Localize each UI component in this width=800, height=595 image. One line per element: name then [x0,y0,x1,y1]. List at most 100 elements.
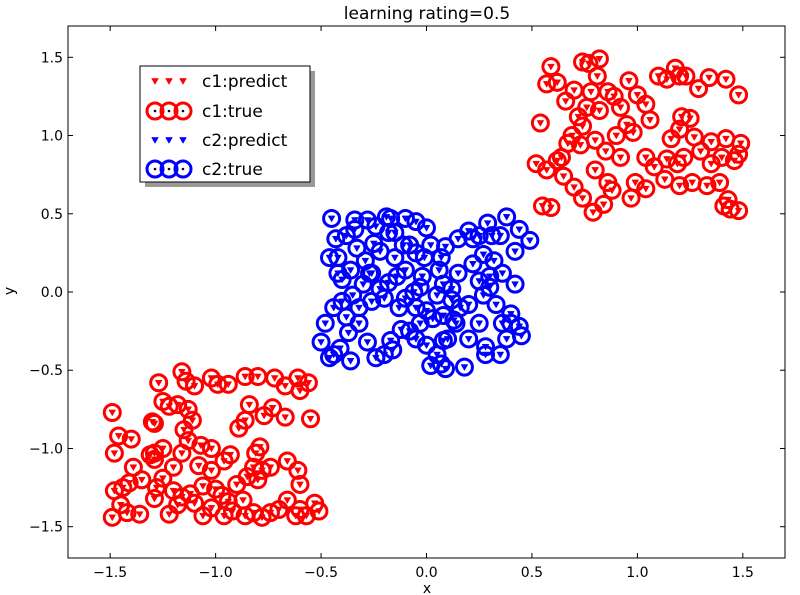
c1-true-point [144,489,164,509]
c2-true-point [324,298,344,318]
c1-true-point [573,116,593,136]
legend-marker [165,137,173,144]
c2-true-point [406,329,426,349]
c2-true-point [459,329,479,349]
c2-predict-point [492,301,500,309]
c1-predict-point [180,426,188,434]
c2-true-point [454,357,474,377]
c2-predict-point [391,254,399,262]
c1-predict-point [722,76,730,84]
c2-true-point [326,229,346,249]
c1-predict-point [108,409,117,417]
c1-true-point [530,113,550,133]
c2-predict-point [359,281,368,289]
c1-predict-point [631,179,640,187]
legend-label: c2:predict [202,131,288,151]
c1-true-point [277,451,297,471]
c2-true-point [395,288,415,308]
c1-true-point [547,72,567,92]
c2-predict-point [496,351,505,359]
c2-true-point [353,274,373,294]
c2-true-point [442,279,462,299]
y-tick-label: −0.5 [29,363,63,379]
c1-predict-point [715,179,724,187]
c1-true-point [716,69,736,89]
c1-true-point [109,426,129,446]
c1-true-point [541,57,561,77]
c1-true-point [275,407,295,427]
c2-predict-point [502,336,511,343]
c2-true-point [459,295,479,315]
c1-predict-point [641,154,650,162]
c2-true-point [357,332,377,352]
c1-true-point [670,66,690,86]
c2-true-point [315,313,335,333]
c2-predict-point [475,320,484,328]
legend-marker-dot [181,109,185,113]
c1-predict-point [705,74,713,82]
c1-true-point [191,435,211,455]
c1-predict-point [127,436,136,443]
c2-predict-point [454,270,462,278]
c2-predict-point [435,267,443,274]
c1-true-point [701,154,721,174]
c2-predict-point [460,364,469,372]
c2-true-point [492,263,512,283]
points-layer [102,49,751,527]
c1-predict-point [241,373,249,381]
c1-predict-point [178,450,186,458]
x-axis-label: x [423,581,431,595]
c2-true-point [509,219,529,239]
c1-true-point [558,133,578,153]
legend-marker-dot [167,167,171,171]
c1-true-point [159,396,179,416]
c1-true-point [697,176,717,196]
c2-true-point [490,226,510,246]
chart-title: learning rating=0.5 [344,4,510,24]
c1-true-point [611,97,631,117]
legend-box [139,65,311,183]
c2-true-point [349,313,369,333]
c2-true-point [480,266,500,286]
c2-predict-point [355,320,363,328]
legend-marker [159,101,179,121]
c1-true-point [724,151,744,171]
c2-predict-point [367,298,376,306]
c1-predict-point [129,464,138,472]
c2-true-point [509,316,529,336]
c1-predict-point [633,92,642,99]
c2-predict-point [526,237,534,245]
c2-predict-point [511,281,519,289]
legend-marker [173,159,193,179]
c1-true-point [611,147,631,167]
legend-items: c1:predict c1:true c2:predict c2:true [145,72,288,180]
x-tick-label: 1.0 [626,565,648,581]
c2-predict-point [441,243,450,251]
c1-true-point [248,470,268,490]
c2-predict-point [483,220,492,228]
c1-true-point [640,110,660,130]
c1-predict-point [294,467,302,475]
c2-predict-point [416,320,425,328]
c2-true-point [497,329,517,349]
c1-predict-point [561,98,570,106]
c1-predict-point [675,182,684,190]
c2-predict-point [418,273,427,281]
c2-true-point [505,274,525,294]
c1-predict-point [296,481,304,489]
x-tick-label: 0.0 [415,565,437,581]
c1-predict-point [547,63,555,71]
c1-predict-point [591,137,600,145]
c1-true-point [636,147,656,167]
c2-predict-point [479,251,488,259]
c2-true-point [395,208,415,228]
c1-predict-point [260,412,268,420]
c1-true-point [104,443,124,463]
legend-label: c1:true [202,102,263,122]
c2-predict-point [327,215,336,223]
c1-predict-point [675,126,684,134]
c2-predict-point [422,342,431,350]
c1-true-point [623,122,643,142]
c1-predict-point [650,164,659,171]
